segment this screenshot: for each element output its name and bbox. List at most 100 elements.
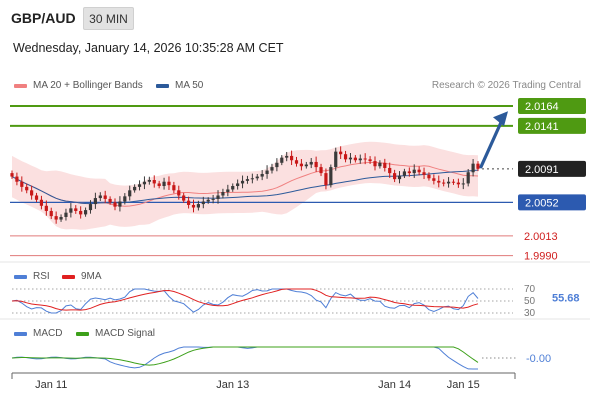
candle bbox=[388, 162, 392, 178]
candle bbox=[172, 181, 176, 194]
candle bbox=[69, 203, 73, 218]
candle-body bbox=[270, 167, 274, 171]
candle bbox=[88, 200, 93, 214]
candle-body bbox=[334, 151, 338, 168]
candle-body bbox=[20, 181, 24, 187]
candle-body bbox=[123, 196, 127, 202]
candle bbox=[461, 178, 465, 190]
9ma-swatch-icon bbox=[62, 274, 75, 279]
candle bbox=[446, 177, 451, 188]
candle-body bbox=[88, 204, 93, 211]
candle bbox=[304, 161, 308, 169]
candle-body bbox=[363, 158, 367, 160]
candle bbox=[182, 192, 186, 203]
candle bbox=[348, 152, 353, 164]
candle-body bbox=[49, 210, 53, 217]
candle bbox=[152, 175, 156, 188]
scenario-arrow-shaft bbox=[479, 118, 504, 169]
candle bbox=[353, 155, 357, 163]
candle bbox=[54, 211, 58, 224]
legend-macd: MACD bbox=[14, 328, 62, 339]
candle-body bbox=[15, 176, 19, 182]
rsi-line bbox=[11, 288, 479, 314]
candle-body bbox=[191, 204, 196, 208]
candle-body bbox=[245, 179, 250, 181]
candle bbox=[226, 184, 230, 197]
candle bbox=[162, 177, 166, 190]
candle bbox=[113, 198, 117, 211]
candle bbox=[103, 190, 107, 204]
candle bbox=[83, 207, 88, 217]
candle-body bbox=[309, 161, 313, 165]
candle-body bbox=[407, 171, 411, 174]
candle-body bbox=[412, 169, 416, 174]
candle-body bbox=[196, 204, 200, 208]
candle-body bbox=[255, 176, 259, 179]
candle-body bbox=[93, 198, 97, 205]
candle-body bbox=[216, 195, 220, 199]
candle bbox=[343, 150, 348, 163]
candle-body bbox=[442, 182, 446, 184]
candle bbox=[118, 196, 122, 212]
macd-swatch-icon bbox=[14, 331, 27, 336]
candle bbox=[299, 159, 304, 171]
candle-body bbox=[59, 216, 63, 220]
candle bbox=[471, 159, 475, 177]
chart-datetime: Wednesday, January 14, 2026 10:35:28 AM … bbox=[13, 41, 284, 55]
candle bbox=[44, 200, 48, 216]
candle bbox=[476, 161, 480, 172]
candle-body bbox=[422, 172, 426, 175]
candle-body bbox=[437, 180, 441, 183]
candle-body bbox=[461, 183, 465, 185]
candle bbox=[427, 172, 431, 181]
candle-body bbox=[432, 178, 436, 181]
rsi-swatch-icon bbox=[14, 274, 27, 279]
macd-current-value: -0.00 bbox=[526, 353, 551, 365]
candle-body bbox=[142, 181, 147, 185]
candle-body bbox=[240, 180, 245, 184]
candle-body bbox=[69, 208, 73, 213]
candle bbox=[30, 185, 34, 200]
candle bbox=[437, 175, 441, 188]
candle bbox=[250, 173, 254, 184]
timeframe-button[interactable]: 30 MIN bbox=[83, 7, 134, 30]
legend-rsi-label: RSI bbox=[33, 271, 50, 282]
candle-body bbox=[182, 195, 186, 201]
candle bbox=[393, 169, 397, 183]
candle bbox=[177, 185, 181, 200]
candle bbox=[314, 156, 318, 172]
candle-body bbox=[373, 161, 377, 167]
candle-body bbox=[167, 181, 171, 186]
legend-ma50: MA 50 bbox=[156, 80, 203, 91]
legend-macd-signal: MACD Signal bbox=[76, 328, 155, 339]
candle-body bbox=[128, 190, 132, 197]
candle bbox=[201, 196, 205, 209]
candle-body bbox=[54, 216, 58, 220]
candle bbox=[363, 153, 367, 165]
candle-body bbox=[358, 158, 362, 161]
candle bbox=[10, 170, 14, 179]
candle bbox=[147, 176, 151, 185]
candle bbox=[167, 176, 171, 190]
candle-body bbox=[201, 201, 205, 205]
support-level-label: 1.9990 bbox=[524, 251, 558, 263]
candle-body bbox=[226, 189, 230, 193]
candle bbox=[456, 178, 460, 188]
candle bbox=[49, 207, 53, 220]
candle-body bbox=[388, 167, 392, 174]
candle bbox=[93, 192, 97, 209]
candle bbox=[422, 167, 426, 180]
candle-body bbox=[30, 190, 34, 196]
candle-body bbox=[314, 161, 318, 168]
candle-body bbox=[221, 192, 225, 196]
candle-body bbox=[378, 162, 382, 167]
candle bbox=[39, 195, 44, 210]
candle bbox=[432, 174, 436, 185]
candle bbox=[34, 192, 39, 203]
candle bbox=[397, 171, 402, 184]
rsi-tick-label: 70 bbox=[524, 284, 536, 295]
candle bbox=[123, 193, 127, 205]
candle-body bbox=[417, 169, 421, 173]
